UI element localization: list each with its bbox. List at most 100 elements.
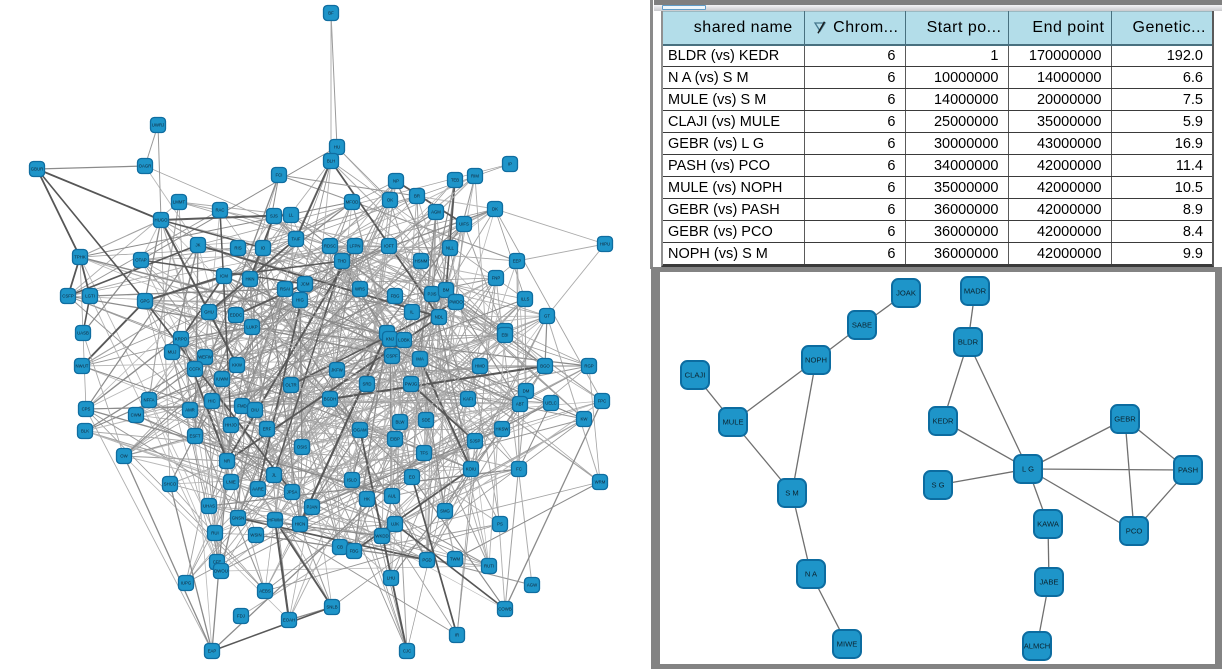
svg-text:JPSA: JPSA [287,490,298,495]
svg-text:RAC: RAC [215,208,224,213]
svg-text:N A: N A [805,570,818,579]
svg-text:OGAM: OGAM [353,428,367,433]
svg-text:LGTI: LGTI [85,294,95,299]
svg-text:CJC: CJC [403,649,411,654]
svg-text:FNP: FNP [492,276,501,281]
svg-text:FC: FC [516,467,522,472]
svg-text:SHCO: SHCO [164,482,177,487]
svg-text:SJS: SJS [270,214,278,219]
svg-text:TFS: TFS [420,451,428,456]
svg-text:HIPU: HIPU [600,242,610,247]
svg-text:NLL: NLL [446,246,454,251]
svg-text:CFE: CFE [213,560,222,565]
svg-text:MFOD: MFOD [346,200,359,205]
svg-text:CB: CB [337,545,343,550]
svg-text:EEP: EEP [513,259,522,264]
svg-text:KAFI: KAFI [463,397,473,402]
svg-text:LUKP: LUKP [246,325,257,330]
svg-text:BF: BF [328,11,334,16]
svg-text:SDE: SDE [422,418,431,423]
svg-text:LMMT: LMMT [173,200,186,205]
svg-text:SNLB: SNLB [326,605,337,610]
svg-text:PASH: PASH [1178,466,1198,475]
svg-text:BR: BR [414,194,420,199]
svg-text:HU: HU [334,145,340,150]
svg-text:PJAN: PJAN [307,505,318,510]
svg-text:GEBR: GEBR [1114,415,1136,424]
svg-text:CLAJI: CLAJI [685,371,706,380]
svg-text:SABE: SABE [852,321,872,330]
svg-text:PJIS: PJIS [427,292,436,297]
svg-text:IR: IR [455,633,459,638]
svg-text:JOAK: JOAK [896,289,916,298]
svg-text:CSPF: CSPF [386,354,398,359]
svg-text:AGW: AGW [527,583,538,588]
svg-text:TEB: TEB [451,178,459,183]
svg-text:ICM: ICM [220,274,228,279]
svg-text:UWRJ: UWRJ [152,123,164,128]
svg-text:ESFT: ESFT [190,434,201,439]
svg-text:IOFT: IOFT [384,244,394,249]
svg-text:NP: NP [393,179,399,184]
svg-text:ISLO: ISLO [347,478,357,483]
svg-text:ALMCH: ALMCH [1024,642,1051,651]
svg-text:AGM: AGM [431,210,441,215]
svg-text:RIS: RIS [234,246,241,251]
svg-text:KOIU: KOIU [466,467,477,472]
svg-text:WEFW: WEFW [198,355,213,360]
svg-text:SRD: SRD [362,382,371,387]
svg-text:JL: JL [272,473,277,478]
svg-text:EBI: EBI [502,333,509,338]
svg-text:ABT: ABT [516,402,525,407]
svg-text:KW: KW [581,417,589,422]
svg-text:KKW: KKW [232,363,243,368]
svg-text:DK: DK [492,207,498,212]
svg-text:EDDC: EDDC [230,313,242,318]
svg-text:HIG: HIG [296,298,304,303]
svg-text:RDSC: RDSC [324,244,336,249]
svg-text:KNJ: KNJ [386,337,394,342]
svg-text:AARE: AARE [252,487,264,492]
svg-text:OLTR: OLTR [285,383,296,388]
svg-text:IO: IO [261,246,266,251]
svg-text:DIU: DIU [251,408,258,413]
svg-text:PGD: PGD [422,558,431,563]
svg-text:IL: IL [410,310,414,315]
svg-text:WRS: WRS [355,287,365,292]
svg-text:HKN: HKN [245,277,254,282]
svg-text:KAWA: KAWA [1037,520,1060,529]
svg-text:OAGR: OAGR [139,164,152,169]
svg-text:EO: EO [409,475,416,480]
svg-text:HICN: HICN [295,522,306,527]
svg-text:PS: PS [497,522,503,527]
svg-text:CSFP: CSFP [62,294,74,299]
svg-text:NDL: NDL [435,315,444,320]
svg-text:FMD: FMD [237,404,246,409]
svg-text:GT: GT [544,314,550,319]
svg-text:TWM: TWM [450,557,461,562]
svg-text:FDJ: FDJ [237,614,245,619]
svg-text:OW: OW [120,454,128,459]
svg-text:FBG: FBG [350,549,359,554]
svg-text:LOBK: LOBK [398,338,410,343]
svg-text:S M: S M [785,489,799,498]
svg-text:RIM: RIM [471,174,479,179]
svg-text:RGP: RGP [584,364,593,369]
svg-text:TPHK: TPHK [74,255,86,260]
svg-text:HKSW: HKSW [496,427,510,432]
svg-text:HSNM: HSNM [415,259,428,264]
svg-text:IUWM: IUWM [216,377,228,382]
svg-text:JK: JK [195,243,200,248]
svg-text:NWUT: NWUT [76,364,89,369]
svg-text:PCO: PCO [1126,527,1143,536]
svg-text:WRM: WRM [595,480,606,485]
svg-text:COWB: COWB [498,607,512,612]
svg-text:CCFK: CCFK [189,367,201,372]
svg-text:THD: THD [338,259,347,264]
svg-text:UELC: UELC [545,401,556,406]
svg-text:LFPN: LFPN [350,244,361,249]
svg-text:GNSN: GNSN [232,516,244,521]
svg-text:OSIS: OSIS [297,445,307,450]
svg-text:S G: S G [931,481,944,490]
svg-text:BLH: BLH [327,159,335,164]
